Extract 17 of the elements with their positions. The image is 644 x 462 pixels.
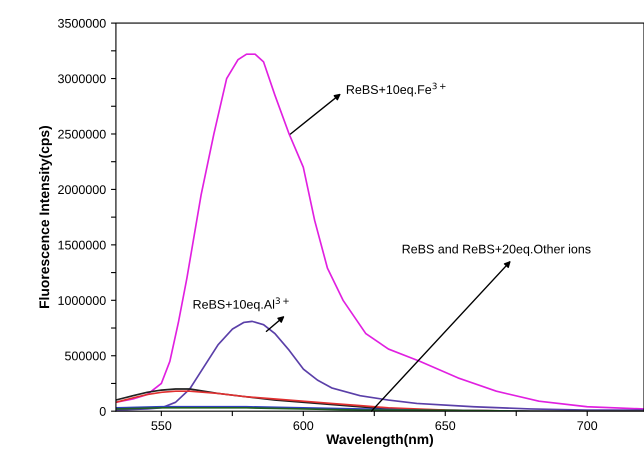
y-tick-label: 1000000 [58,296,106,305]
annotation: ReBS and ReBS+20eq.Other ions [402,244,591,256]
y-tick-label: 3500000 [58,18,106,28]
y-tick-label: 0 [100,406,106,416]
annotation: ReBS+10eq.Fe$^{3+}$ [346,82,446,96]
x-tick-label: 600 [294,421,314,430]
y-tick-label: 2000000 [58,185,106,194]
x-axis-title: Wavelength(nm) [326,434,434,447]
y-tick-label: 3000000 [58,74,106,84]
annotation: ReBS+10eq.Al$^{3+}$ [194,297,289,312]
y-tick-label: 2500000 [58,130,106,139]
y-axis-title: Fluorescence Intensity(cps) [39,126,52,308]
x-tick-label: 700 [577,421,598,430]
x-tick-label: 550 [151,421,172,430]
y-tick-label: 500000 [64,352,106,360]
y-tick-label: 1500000 [58,240,106,250]
x-tick-label: 650 [435,421,456,430]
